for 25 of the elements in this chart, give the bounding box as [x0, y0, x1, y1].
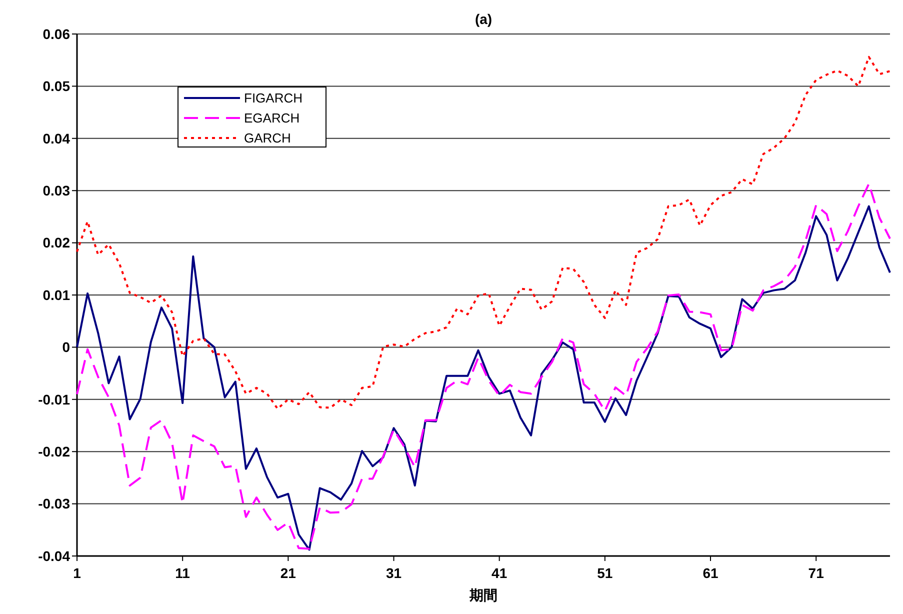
- x-tick-label: 1: [73, 565, 82, 581]
- y-tick-label: 0.05: [42, 78, 70, 94]
- y-tick-label: -0.02: [38, 444, 70, 460]
- legend-label: FIGARCH: [244, 90, 302, 106]
- x-tick-label: 51: [597, 565, 613, 581]
- y-tick-label: 0.02: [42, 234, 70, 251]
- x-tick-label: 31: [386, 565, 402, 581]
- y-tick-label: 0: [62, 339, 70, 356]
- y-tick-label: 0.04: [42, 130, 70, 146]
- x-tick-label: 61: [702, 565, 719, 581]
- x-tick-label: 11: [175, 565, 190, 581]
- y-tick-label: 0.03: [42, 182, 70, 198]
- legend-label: GARCH: [244, 130, 291, 146]
- y-tick-label: -0.01: [38, 391, 70, 408]
- x-tick-label: 21: [280, 565, 296, 581]
- chart-title: (a): [474, 11, 492, 27]
- x-tick-label: 71: [808, 565, 824, 581]
- legend-label: EGARCH: [244, 110, 300, 126]
- y-tick-label: -0.04: [38, 548, 70, 564]
- y-tick-label: 0.01: [42, 286, 70, 303]
- x-tick-label: 41: [492, 565, 508, 581]
- y-tick-label: -0.03: [38, 496, 70, 512]
- x-axis-title: 期間: [468, 587, 498, 603]
- line-series: [76, 56, 891, 410]
- y-tick-label: 0.06: [42, 26, 70, 42]
